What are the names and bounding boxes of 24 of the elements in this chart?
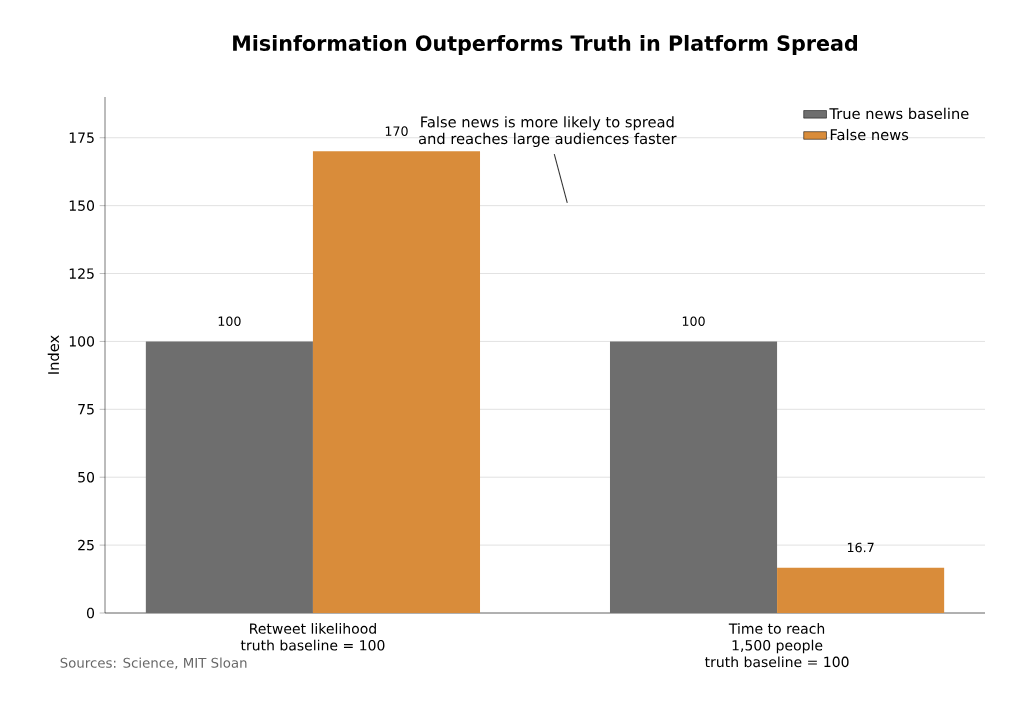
- y-tick-label: 0: [86, 607, 95, 619]
- data-label: 100: [682, 316, 705, 327]
- y-tick-label: 150: [69, 200, 95, 211]
- y-tick-label: 175: [69, 132, 94, 143]
- x-tick-label: Time to reach 1,500 people truth baseline = 100: [704, 623, 849, 668]
- legend-label: False news: [830, 128, 909, 141]
- y-tick-label: 75: [78, 404, 94, 415]
- chart-title: Misinformation Outperforms Truth in Platform Spread: [233, 34, 858, 55]
- x-tick-label: Retweet likelihood truth baseline = 100: [240, 623, 385, 651]
- y-axis-title: Index: [47, 335, 60, 374]
- y-tick-label: 125: [69, 268, 94, 279]
- data-label: 16.7: [847, 542, 874, 553]
- y-tick-label: 100: [69, 336, 95, 347]
- bar: [145, 341, 313, 613]
- data-label: 170: [385, 126, 408, 136]
- data-label: 100: [218, 316, 241, 327]
- legend-label: True news baseline: [829, 107, 969, 120]
- annotation: False news is more likely to spread and reaches large audiences faster: [418, 116, 677, 147]
- source-note: Sources: Science, MIT Sloan: [60, 657, 247, 670]
- bar: [312, 151, 481, 613]
- bar: [777, 567, 945, 613]
- y-tick-label: 25: [78, 539, 94, 551]
- y-tick-label: 50: [78, 471, 95, 483]
- bar: [609, 341, 778, 613]
